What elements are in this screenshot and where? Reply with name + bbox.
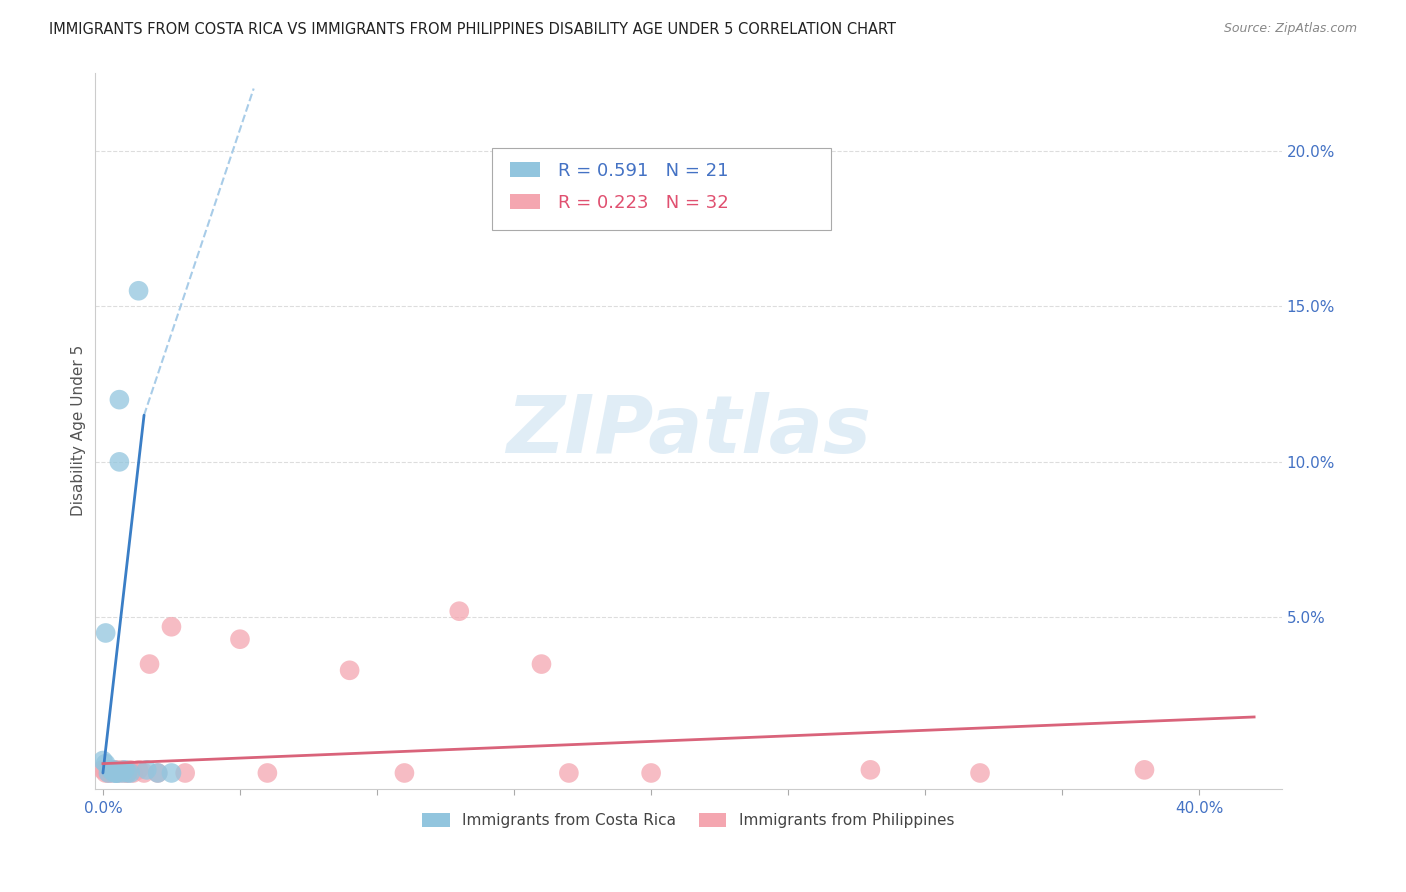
Point	[160, 766, 183, 780]
Point	[111, 763, 134, 777]
Point	[969, 766, 991, 780]
Text: R = 0.591   N = 21: R = 0.591 N = 21	[558, 162, 728, 180]
Point	[558, 766, 581, 780]
Legend: Immigrants from Costa Rica, Immigrants from Philippines: Immigrants from Costa Rica, Immigrants f…	[416, 807, 960, 835]
Point	[105, 766, 128, 780]
Point	[114, 763, 136, 777]
Point	[94, 756, 117, 771]
Point	[174, 766, 197, 780]
Point	[97, 763, 120, 777]
Point	[103, 766, 125, 780]
Point	[105, 763, 128, 777]
Text: ZIPatlas: ZIPatlas	[506, 392, 870, 470]
Point	[138, 657, 160, 671]
Point	[111, 766, 134, 780]
Point	[530, 657, 553, 671]
Text: R = 0.223   N = 32: R = 0.223 N = 32	[558, 194, 728, 212]
Point	[91, 754, 114, 768]
Point	[117, 766, 139, 780]
Point	[108, 455, 131, 469]
Point	[100, 763, 122, 777]
Bar	[510, 194, 540, 209]
Point	[91, 763, 114, 777]
Point	[100, 763, 122, 777]
Point	[640, 766, 662, 780]
Point	[229, 632, 252, 647]
Point	[94, 766, 117, 780]
Point	[128, 763, 150, 777]
Point	[100, 766, 122, 780]
Point	[114, 766, 136, 780]
Point	[135, 763, 157, 777]
Point	[160, 620, 183, 634]
Point	[117, 766, 139, 780]
Text: Source: ZipAtlas.com: Source: ZipAtlas.com	[1223, 22, 1357, 36]
Point	[120, 763, 142, 777]
Point	[256, 766, 278, 780]
Point	[94, 626, 117, 640]
FancyBboxPatch shape	[492, 148, 831, 230]
Point	[100, 763, 122, 777]
Y-axis label: Disability Age Under 5: Disability Age Under 5	[72, 345, 86, 516]
Point	[105, 766, 128, 780]
Point	[146, 766, 169, 780]
Point	[120, 766, 142, 780]
Point	[449, 604, 471, 618]
Point	[97, 766, 120, 780]
Point	[132, 766, 155, 780]
Point	[859, 763, 882, 777]
Text: 40.0%: 40.0%	[1175, 801, 1223, 816]
Bar	[510, 161, 540, 177]
Point	[103, 763, 125, 777]
Point	[128, 284, 150, 298]
Point	[394, 766, 416, 780]
Point	[97, 766, 120, 780]
Point	[108, 766, 131, 780]
Point	[146, 766, 169, 780]
Point	[339, 663, 361, 677]
Point	[108, 392, 131, 407]
Text: IMMIGRANTS FROM COSTA RICA VS IMMIGRANTS FROM PHILIPPINES DISABILITY AGE UNDER 5: IMMIGRANTS FROM COSTA RICA VS IMMIGRANTS…	[49, 22, 896, 37]
Point	[94, 763, 117, 777]
Point	[122, 766, 145, 780]
Point	[1133, 763, 1156, 777]
Point	[105, 766, 128, 780]
Text: 0.0%: 0.0%	[83, 801, 122, 816]
Point	[103, 763, 125, 777]
